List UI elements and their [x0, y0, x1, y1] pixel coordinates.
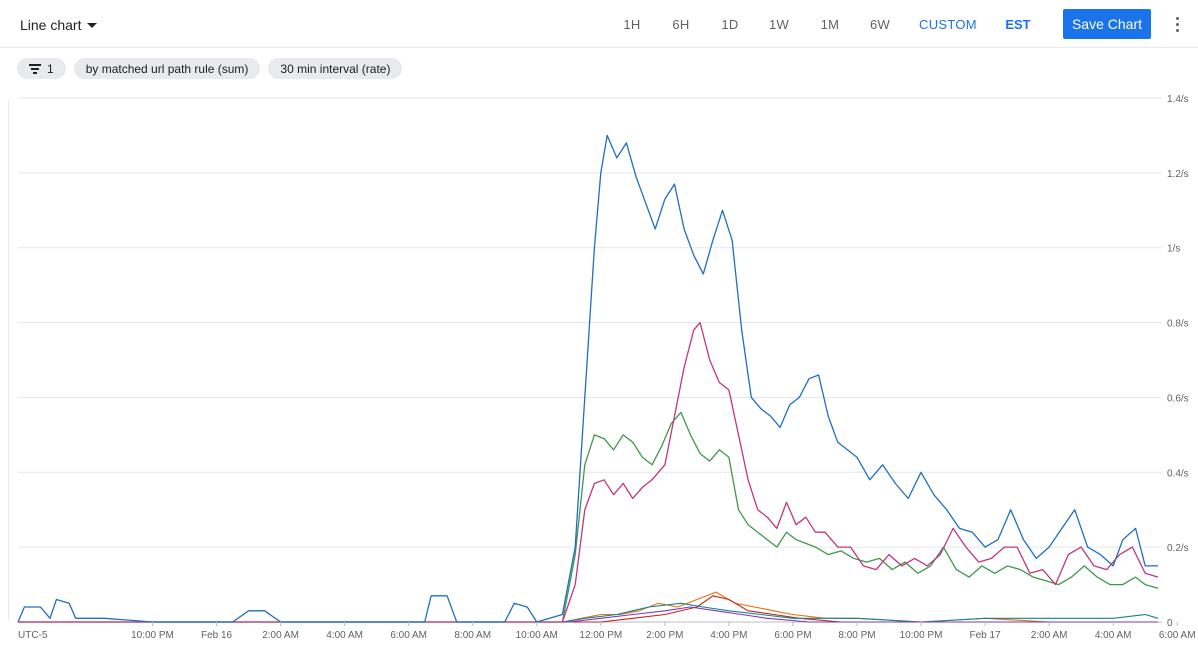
x-tick-label: 10:00 AM: [516, 630, 558, 641]
range-1h-button[interactable]: 1H: [623, 16, 641, 32]
save-chart-button[interactable]: Save Chart: [1063, 9, 1151, 39]
y-tick-label: 0.8/s: [1167, 319, 1189, 330]
series-line[interactable]: [18, 606, 1158, 623]
series-lines: [17, 134, 1159, 623]
x-tick-label: 8:00 AM: [454, 630, 491, 641]
y-tick-label: 0.4/s: [1167, 468, 1189, 479]
chart-type-label: Line chart: [20, 17, 82, 33]
more-dot: [1175, 16, 1179, 20]
y-tick-label: 1/s: [1167, 244, 1180, 255]
chart-toolbar: Line chart 1H 6H 1D 1W 1M 6W CUSTOM EST …: [0, 0, 1198, 48]
y-tick-label: 1.4/s: [1167, 94, 1189, 105]
y-tick-label: 1.2/s: [1167, 169, 1189, 180]
x-tick-label: 12:00 PM: [579, 630, 622, 641]
y-tick-label: 0: [1167, 618, 1173, 629]
more-vert-icon[interactable]: [1166, 12, 1188, 36]
x-tick-label: 2:00 PM: [646, 630, 683, 641]
x-tick-label: 2:00 AM: [262, 630, 299, 641]
more-dot: [1175, 28, 1179, 32]
series-line[interactable]: [18, 595, 1158, 623]
filter-count: 1: [47, 61, 54, 76]
x-tick-label: 6:00 AM: [390, 630, 427, 641]
caret-down-icon: [87, 22, 98, 28]
y-tick-label: 0.6/s: [1167, 393, 1189, 404]
query-chips: 1 by matched url path rule (sum) 30 min …: [17, 58, 403, 80]
y-axis-labels: 0 0.2/s 0.4/s 0.6/s 0.8/s 1/s 1.2/s 1.4/s: [1167, 94, 1189, 629]
series-line[interactable]: [18, 321, 1159, 623]
filter-chip[interactable]: 1: [17, 58, 66, 79]
range-1m-button[interactable]: 1M: [820, 16, 840, 32]
x-tick-label: 4:00 AM: [1095, 630, 1132, 641]
timezone-button[interactable]: EST: [1005, 16, 1031, 32]
range-6h-button[interactable]: 6H: [672, 16, 690, 32]
x-tick-label: 4:00 AM: [326, 630, 363, 641]
chart-type-dropdown[interactable]: Line chart: [20, 14, 98, 36]
series-line[interactable]: [17, 134, 1158, 623]
group-by-chip[interactable]: by matched url path rule (sum): [73, 58, 261, 79]
x-tick-label: 6:00 AM: [1159, 630, 1196, 641]
range-1d-button[interactable]: 1D: [721, 16, 739, 32]
range-custom-button[interactable]: CUSTOM: [919, 16, 977, 32]
filter-list-icon: [29, 63, 41, 74]
series-line[interactable]: [18, 602, 1159, 623]
x-tick-label: Feb 16: [201, 630, 233, 641]
more-dot: [1175, 22, 1179, 26]
x-tick-label: 8:00 PM: [838, 630, 875, 641]
x-tick-label: Feb 17: [970, 630, 1002, 641]
range-6w-button[interactable]: 6W: [869, 16, 891, 32]
series-line[interactable]: [18, 411, 1159, 623]
x-tick-label: 10:00 PM: [131, 630, 174, 641]
interval-chip[interactable]: 30 min interval (rate): [268, 58, 403, 79]
timezone-axis-label: UTC-5: [18, 630, 48, 641]
x-tick-label: 2:00 AM: [1031, 630, 1068, 641]
plot-left-border: [8, 100, 9, 620]
y-tick-label: 0.2/s: [1167, 543, 1189, 554]
x-tick-label: 10:00 PM: [900, 630, 943, 641]
range-1w-button[interactable]: 1W: [768, 16, 790, 32]
line-chart[interactable]: 0 0.2/s 0.4/s 0.6/s 0.8/s 1/s 1.2/s 1.4/s UTC-5…: [0, 88, 1198, 653]
x-tick-label: 6:00 PM: [774, 630, 811, 641]
x-axis-labels: UTC-5 10:00 PM Feb 16 2:00 AM 4:00 AM 6:00 AM…: [18, 622, 1196, 641]
x-tick-label: 4:00 PM: [710, 630, 747, 641]
